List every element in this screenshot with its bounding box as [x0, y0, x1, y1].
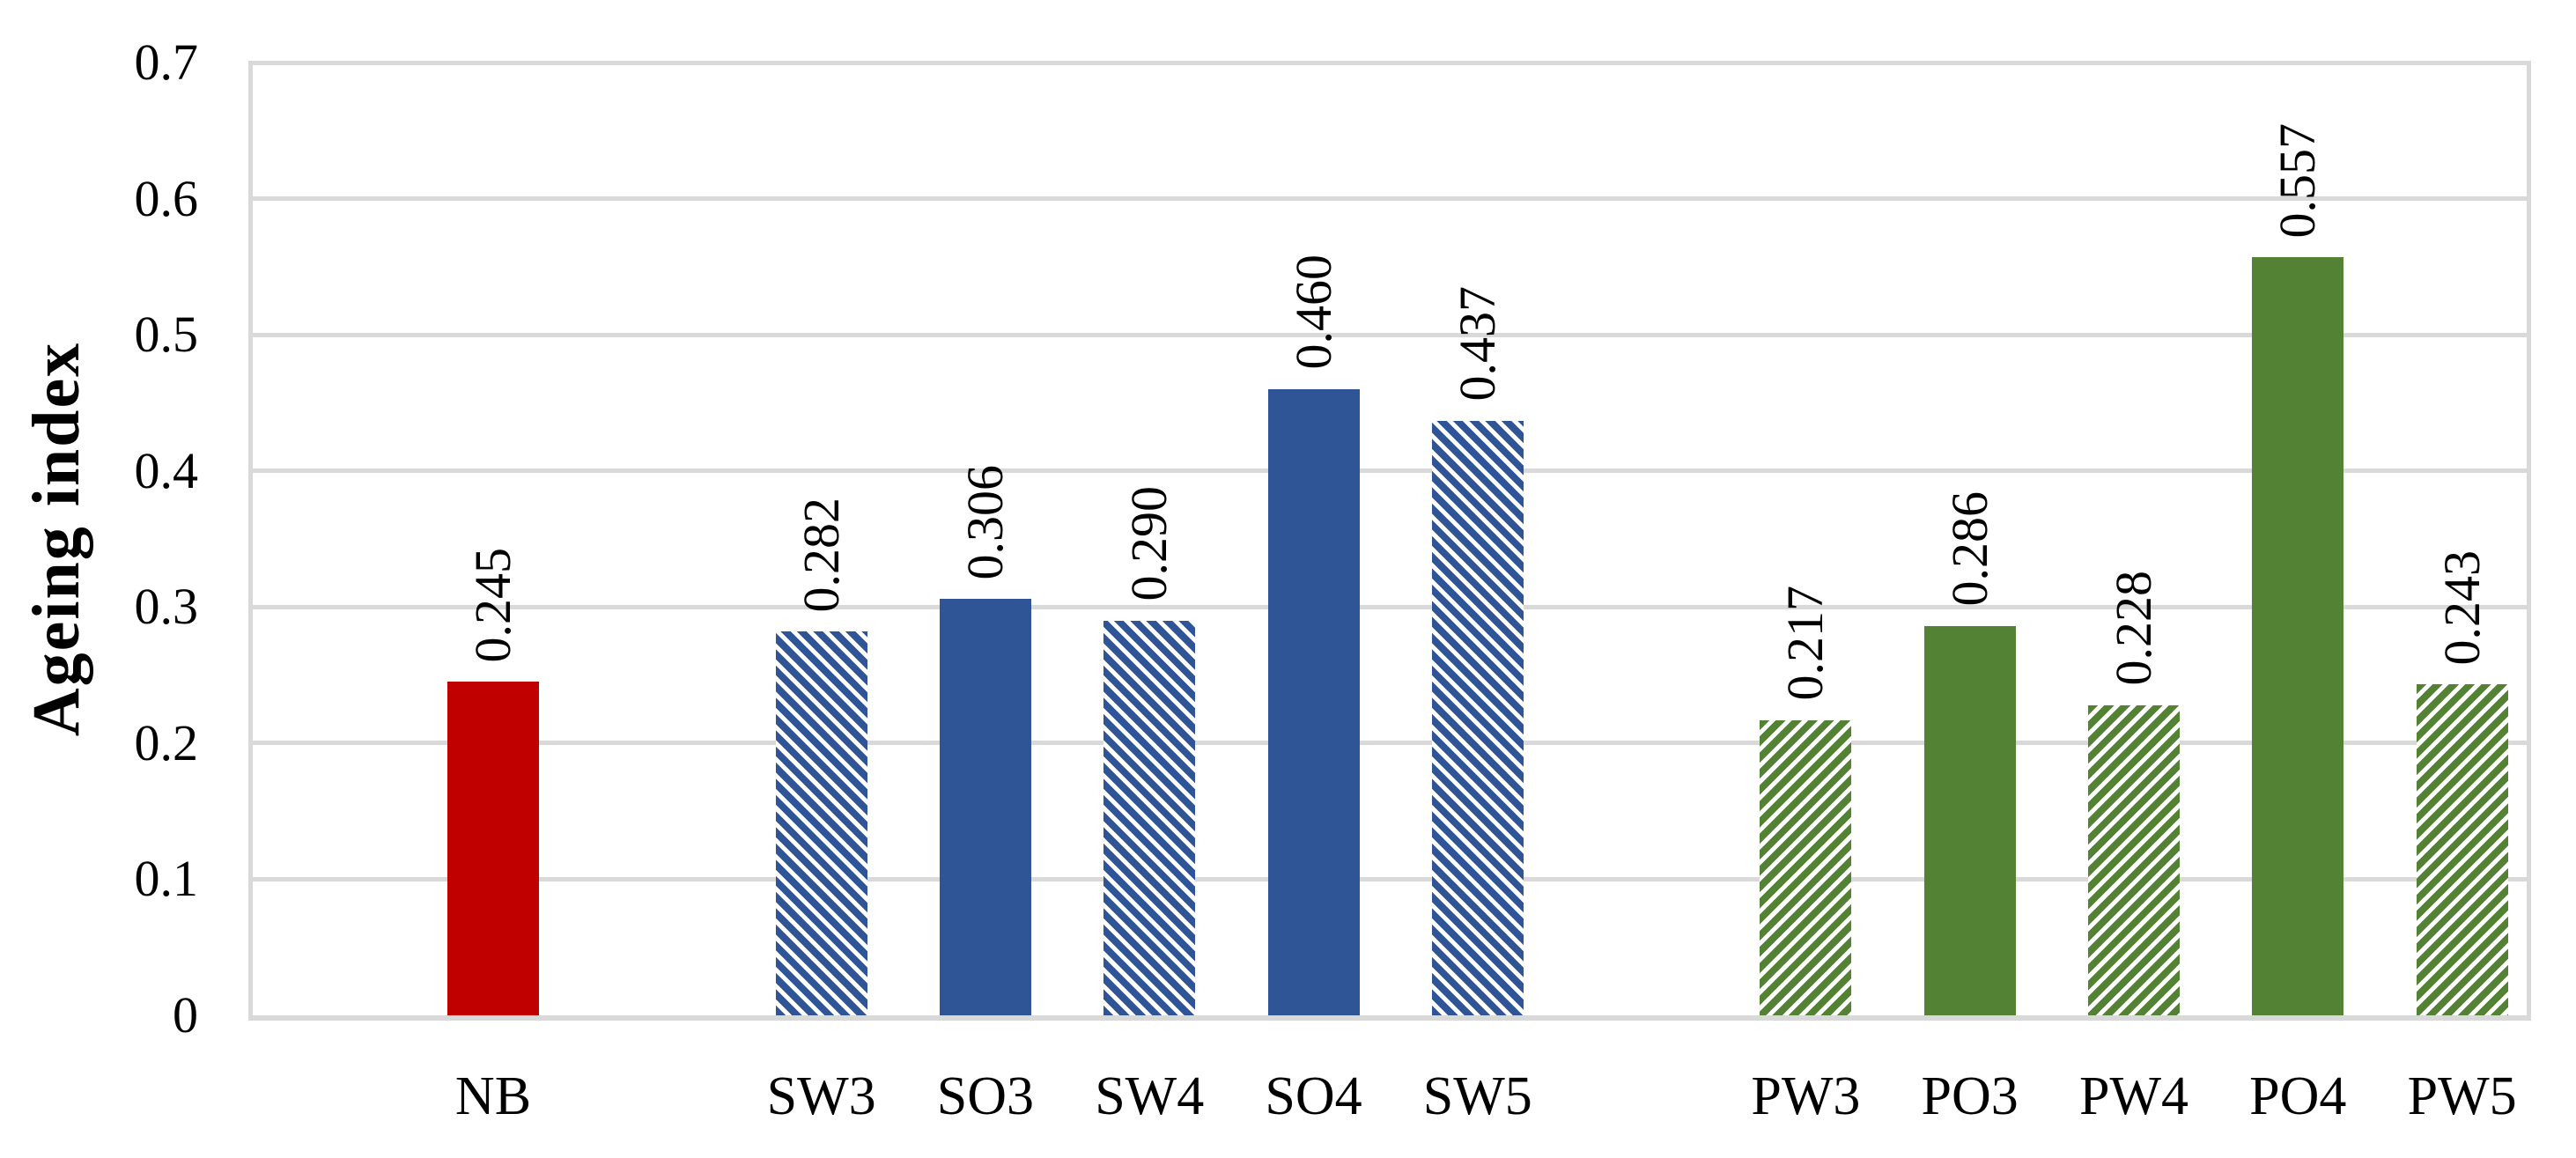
bar-PW5: [2416, 684, 2508, 1015]
x-tick-label-SW3: SW3: [766, 1066, 876, 1126]
gridline-0.5: [248, 332, 2531, 337]
x-tick-label-NB: NB: [454, 1066, 532, 1126]
x-tick-label-SO4: SO4: [1265, 1066, 1362, 1126]
gridline-0.1: [248, 876, 2531, 881]
bar-PW3: [1760, 719, 1852, 1015]
gridline-0.3: [248, 604, 2531, 609]
plot-area: 0.245 0.282 0.306 0.290 0.460 0.437 0.217 0.286…: [248, 60, 2531, 1020]
y-tick-label-0.6: 0.6: [134, 169, 199, 227]
value-label-PO3: 0.286: [1940, 491, 1998, 607]
y-tick-label-0.1: 0.1: [134, 850, 199, 908]
x-tick-label-PW4: PW4: [2079, 1066, 2188, 1126]
value-label-PW3: 0.217: [1776, 586, 1834, 701]
value-label-PO4: 0.557: [2269, 122, 2327, 239]
value-label-SO4: 0.460: [1284, 254, 1342, 370]
bar-PO3: [1923, 625, 2016, 1015]
bar-SW5: [1431, 420, 1524, 1015]
gridline-0.4: [248, 468, 2531, 474]
bar-SW3: [775, 631, 867, 1015]
gridline-0.2: [248, 741, 2531, 746]
y-tick-label-0.7: 0.7: [134, 33, 199, 91]
x-tick-label-SO3: SO3: [936, 1066, 1035, 1126]
value-label-SW5: 0.437: [1448, 286, 1506, 402]
y-tick-label-0.5: 0.5: [134, 306, 199, 364]
y-tick-label-0.3: 0.3: [134, 578, 199, 636]
bar-SO3: [939, 599, 1031, 1015]
gridline-0.6: [248, 196, 2531, 202]
bar-PO4: [2252, 257, 2344, 1015]
bar-NB: [447, 682, 539, 1015]
y-tick-label-0: 0: [173, 986, 198, 1044]
value-label-SW4: 0.290: [1120, 486, 1178, 601]
bar-SO4: [1267, 388, 1360, 1015]
value-label-NB: 0.245: [464, 547, 521, 663]
gridline-0.7: [248, 60, 2531, 65]
x-tick-label-SW5: SW5: [1422, 1066, 1532, 1126]
bar-PW4: [2088, 704, 2180, 1015]
x-tick-label-PW3: PW3: [1751, 1066, 1861, 1126]
x-tick-label-SW4: SW4: [1095, 1066, 1205, 1126]
bar-SW4: [1103, 620, 1196, 1015]
y-tick-label-0.2: 0.2: [134, 713, 199, 771]
value-label-SW3: 0.282: [792, 497, 850, 613]
value-label-PW5: 0.243: [2432, 549, 2491, 666]
x-tick-label-PO4: PO4: [2249, 1066, 2347, 1126]
y-tick-label-0.4: 0.4: [134, 441, 199, 499]
plot-border-left: [248, 63, 253, 1020]
x-tick-label-PO3: PO3: [1921, 1066, 2019, 1126]
y-axis-title: Ageing index: [19, 341, 93, 737]
x-axis-line: [248, 1015, 2531, 1021]
x-tick-label-PW5: PW5: [2407, 1066, 2517, 1126]
value-label-SO3: 0.306: [956, 464, 1014, 580]
value-label-PW4: 0.228: [2105, 571, 2162, 686]
plot-border-right: [2527, 63, 2531, 1020]
